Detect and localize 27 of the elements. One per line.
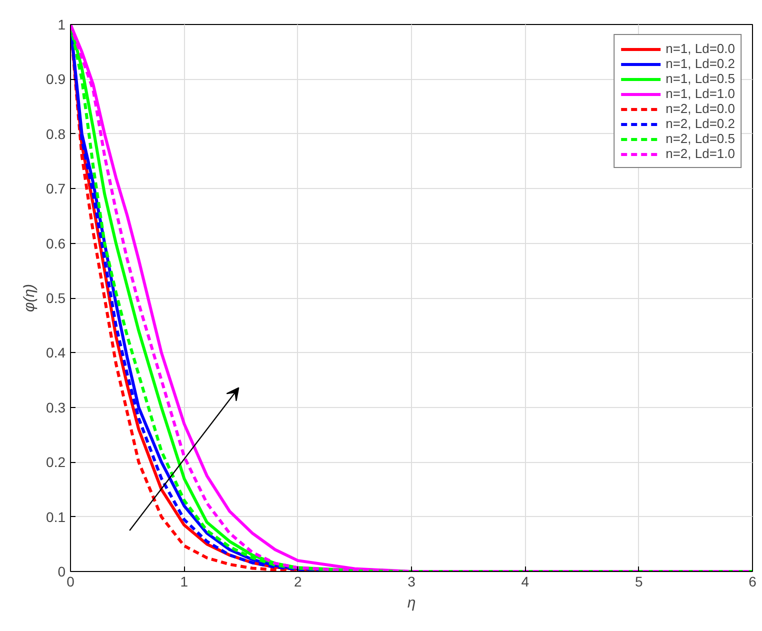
y-axis-title: φ(η) [21, 284, 38, 312]
y-tick-label: 0.7 [46, 180, 66, 197]
x-tick-label: 1 [180, 574, 188, 590]
legend-label: n=2, Ld=1.0 [666, 146, 735, 161]
legend-label: n=2, Ld=0.0 [666, 101, 735, 116]
y-tick-label: 1 [58, 16, 66, 32]
y-tick-label: 0.5 [46, 290, 66, 306]
x-tick-label: 6 [748, 574, 757, 590]
legend-label: n=1, Ld=0.2 [666, 56, 735, 71]
y-tick-label: 0.4 [46, 344, 66, 361]
x-tick-label: 5 [634, 574, 643, 590]
y-tick-label: 0.2 [46, 454, 66, 470]
x-tick-label: 3 [408, 574, 416, 590]
legend-label: n=2, Ld=0.5 [666, 131, 735, 146]
legend-label: n=2, Ld=0.2 [666, 116, 735, 131]
legend-label: n=1, Ld=1.0 [666, 86, 735, 101]
x-tick-label: 4 [521, 574, 530, 590]
legend-label: n=1, Ld=0.5 [666, 71, 735, 86]
legend-label: n=1, Ld=0.0 [666, 41, 735, 56]
y-tick-label: 0.3 [46, 399, 66, 416]
x-tick-label: 2 [294, 574, 302, 590]
y-tick-label: 0.6 [46, 235, 66, 252]
y-tick-label: 0 [58, 564, 66, 580]
y-tick-label: 0.9 [46, 71, 66, 88]
x-axis-title: η [407, 594, 416, 612]
y-tick-label: 0.1 [46, 508, 66, 525]
y-tick-label: 0.8 [46, 126, 66, 142]
